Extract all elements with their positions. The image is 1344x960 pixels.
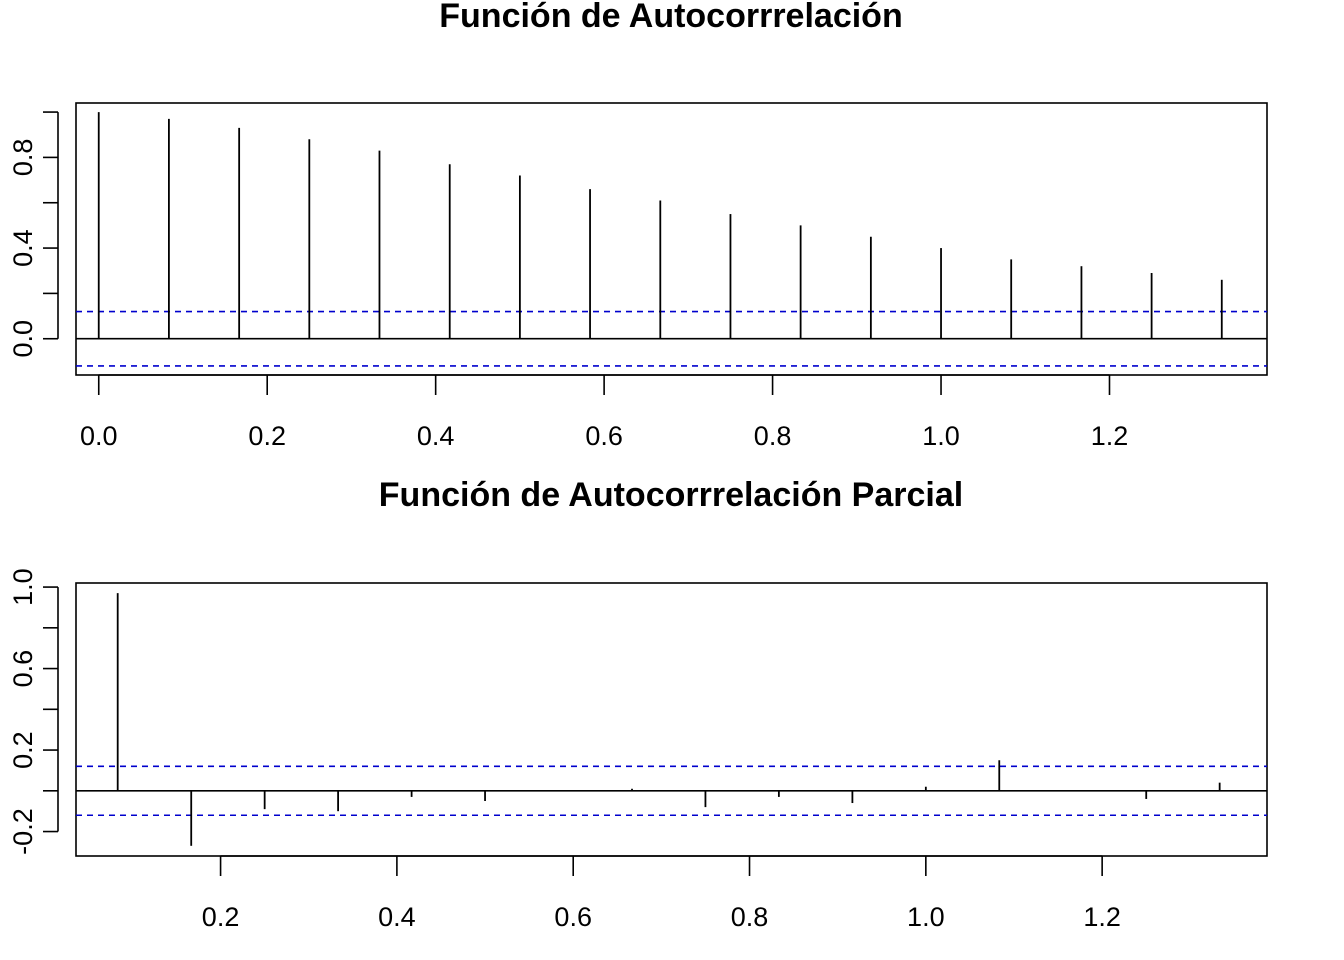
pacf-y-tick-label-0-6: 0.6 bbox=[8, 650, 38, 688]
pacf-x-tick-label-0-2: 0.2 bbox=[202, 902, 240, 932]
pacf-x-tick-label-1: 1.0 bbox=[907, 902, 945, 932]
pacf-x-tick-label-0-4: 0.4 bbox=[378, 902, 416, 932]
acf-x-tick-label-0-2: 0.2 bbox=[248, 421, 286, 451]
acf-plot-frame bbox=[75, 102, 1268, 376]
acf-x-tick-label-0-6: 0.6 bbox=[585, 421, 623, 451]
acf-title: Función de Autocorrrelación bbox=[439, 0, 902, 35]
pacf-x-tick-label-1-2: 1.2 bbox=[1083, 902, 1121, 932]
acf-x-tick-label-0-4: 0.4 bbox=[417, 421, 455, 451]
acf-x-tick-label-0-8: 0.8 bbox=[754, 421, 792, 451]
pacf-panel: Función de Autocorrrelación Parcial 0.2 0… bbox=[8, 476, 1268, 932]
pacf-title: Función de Autocorrrelación Parcial bbox=[379, 476, 963, 514]
acf-x-tick-label-1-2: 1.2 bbox=[1091, 421, 1129, 451]
acf-x-tick-label-0: 0.0 bbox=[80, 421, 118, 451]
acf-y-tick-label-0-4: 0.4 bbox=[8, 229, 38, 267]
pacf-x-tick-label-0-6: 0.6 bbox=[554, 902, 592, 932]
pacf-y-tick-label--0-2: -0.2 bbox=[8, 808, 38, 855]
acf-y-tick-label-0: 0.0 bbox=[8, 320, 38, 358]
pacf-y-tick-label-1: 1.0 bbox=[8, 568, 38, 606]
pacf-x-tick-label-0-8: 0.8 bbox=[731, 902, 769, 932]
acf-panel: Función de Autocorrrelación 0.0 0.2 0.4 0.6… bbox=[8, 0, 1268, 451]
acf-x-tick-label-1: 1.0 bbox=[922, 421, 960, 451]
pacf-y-tick-label-0-2: 0.2 bbox=[8, 731, 38, 769]
acf-y-tick-label-0-8: 0.8 bbox=[8, 139, 38, 177]
